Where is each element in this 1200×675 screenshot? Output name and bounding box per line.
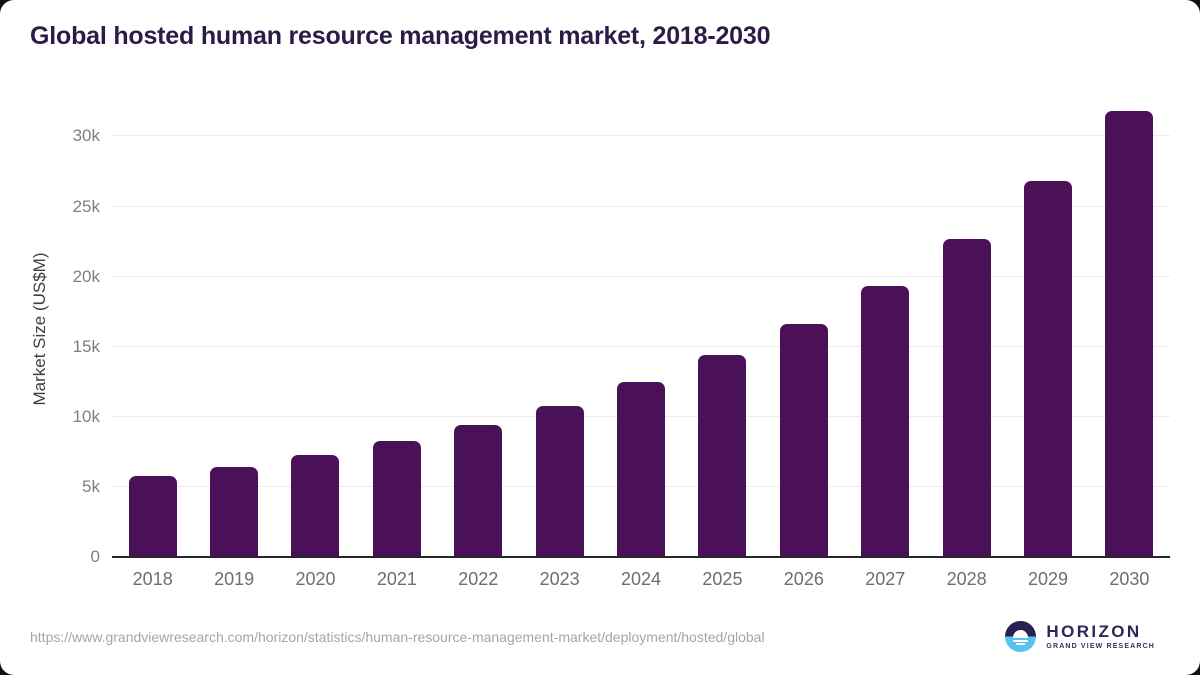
gridline-20k (112, 275, 1170, 277)
y-tick-label-0: 0 (90, 547, 100, 566)
logo-water-line (1016, 643, 1026, 645)
x-axis-line (112, 556, 1170, 558)
x-tick-label-2030: 2030 (1109, 569, 1150, 589)
bar-2018 (128, 475, 177, 557)
y-tick-label-25k: 25k (72, 196, 100, 216)
x-tick-label-2028: 2028 (946, 569, 987, 589)
gridline-30k (112, 135, 1170, 137)
x-axis-labels: 2018 2019 2020 2021 2022 2023 2024 2025 2026 2027… (112, 569, 1170, 590)
x-tick-label-2029: 2029 (1027, 569, 1069, 589)
logo-brand-name: HORIZON (1046, 622, 1142, 641)
x-tick-label-2023: 2023 (539, 569, 580, 589)
bar-cell-2020 (275, 100, 356, 557)
bar-cell-2021 (356, 100, 437, 557)
bar-cell-2029 (1007, 100, 1088, 557)
bar-cell-2023 (519, 100, 600, 557)
bar-cell-2025 (682, 100, 763, 557)
bar-2030 (1105, 110, 1154, 557)
y-tick-label-30k: 30k (72, 126, 100, 146)
bar-2024 (617, 381, 666, 557)
bar-2026 (779, 324, 828, 557)
bar-series (112, 100, 1170, 557)
bar-cell-2024 (600, 100, 681, 557)
x-tick-label-2027: 2027 (865, 569, 906, 589)
bar-cell-2019 (193, 100, 274, 557)
bar-cell-2022 (438, 100, 519, 557)
bar-cell-2026 (763, 100, 844, 557)
bar-cell-2018 (112, 100, 193, 557)
bar-cell-2028 (926, 100, 1007, 557)
plot-area: 0 5k 10k 15k 20k 25k 30k (73, 100, 1170, 566)
y-tick-label-10k: 10k (72, 406, 100, 426)
horizon-logo: HORIZON GRAND VIEW RESEARCH (1005, 621, 1155, 652)
logo-sun-shape (1013, 630, 1029, 638)
gridline-15k (112, 345, 1170, 347)
bar-2019 (210, 466, 259, 557)
bar-2028 (942, 238, 991, 557)
x-tick-label-2019: 2019 (214, 569, 255, 589)
gridline-25k (112, 205, 1170, 207)
source-url: https://www.grandviewresearch.com/horizo… (30, 629, 765, 645)
bar-2022 (454, 424, 503, 557)
x-tick-label-2026: 2026 (783, 569, 824, 589)
bar-2025 (698, 355, 747, 557)
x-tick-label-2022: 2022 (458, 569, 499, 589)
bar-2029 (1023, 181, 1072, 557)
x-tick-label-2021: 2021 (376, 569, 417, 589)
x-tick-label-2018: 2018 (132, 569, 173, 589)
bar-cell-2027 (845, 100, 926, 557)
bar-2027 (861, 286, 910, 557)
logo-subtitle: GRAND VIEW RESEARCH (1046, 643, 1155, 650)
y-axis-title: Market Size (US$M) (30, 252, 49, 406)
logo-text-block: HORIZON GRAND VIEW RESEARCH (1046, 623, 1155, 650)
y-tick-label-5k: 5k (82, 476, 100, 496)
y-tick-label-15k: 15k (72, 336, 100, 356)
logo-water-line (1013, 639, 1029, 642)
bar-2023 (535, 405, 584, 557)
page-title: Global hosted human resource management … (30, 22, 771, 50)
bar-2020 (291, 454, 340, 557)
bar-cell-2030 (1089, 100, 1170, 557)
x-tick-label-2020: 2020 (295, 569, 336, 589)
y-tick-label-20k: 20k (72, 266, 100, 286)
x-tick-label-2025: 2025 (702, 569, 743, 589)
x-tick-label-2024: 2024 (621, 569, 662, 589)
horizon-sunset-circle-icon (1005, 621, 1037, 652)
bar-2021 (372, 440, 421, 557)
